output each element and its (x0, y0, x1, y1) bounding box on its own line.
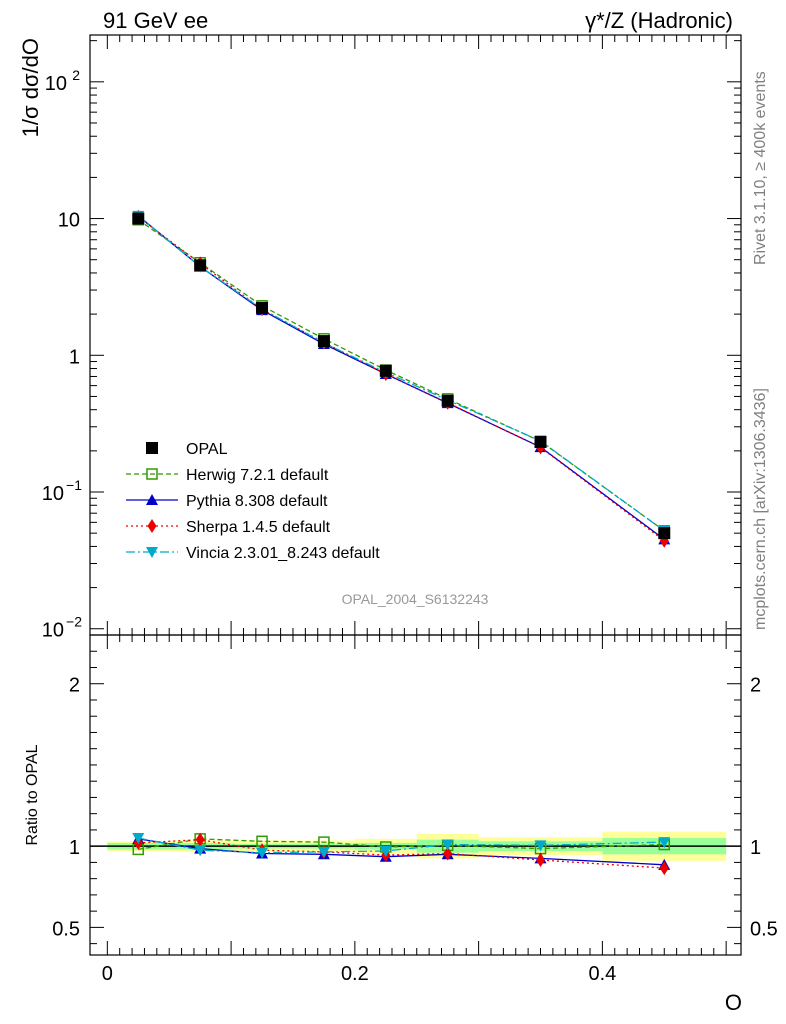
ratio-y-tick-label-right: 0.5 (750, 918, 778, 940)
legend-pythia-marker (146, 494, 158, 505)
pythia-ratio-line (138, 838, 665, 866)
legend-sherpa-label: Sherpa 1.4.5 default (186, 519, 331, 536)
y-tick-label: 10 (58, 210, 80, 232)
ratio-y-axis-label: Ratio to OPAL (24, 744, 41, 845)
legend: OPAL Herwig 7.2.1 default Pythia 8.308 def… (126, 441, 380, 562)
y-tick-label: 10 (42, 483, 64, 505)
data-main-point (256, 301, 269, 314)
data-main-point (534, 436, 547, 449)
energy-label: 91 GeV ee (103, 8, 208, 33)
sherpa-ratio-point (659, 861, 669, 876)
data-main-point (132, 212, 145, 225)
rivet-label: Rivet 3.1.10, ≥ 400k events (752, 71, 769, 265)
ratio-y-tick-label-right: 2 (750, 675, 761, 697)
legend-vincia-label: Vincia 2.3.01_8.243 default (186, 545, 380, 562)
vincia-ratio-point (256, 847, 269, 859)
ratio-series (132, 832, 671, 876)
ratio-panel: 0.5 0.5 1 1 2 2 Ratio to OPAL 0 0.2 0.4 O (24, 634, 778, 1015)
y-tick-label: 10 (45, 73, 67, 95)
legend-sherpa-marker (147, 519, 157, 533)
ratio-axis-ticks (90, 635, 741, 955)
y-tick-label: 10 (42, 620, 64, 642)
x-tick-label: 0 (102, 963, 113, 985)
mcplots-label: mcplots.cern.ch [arXiv:1306.3436] (752, 388, 769, 630)
ratio-y-tick-labels: 0.5 0.5 1 1 2 2 (52, 675, 778, 941)
data-main-point (317, 335, 330, 348)
ratio-y-tick-label-left: 2 (69, 675, 80, 697)
y-tick-exponent: −2 (66, 614, 82, 630)
data-main-point (658, 527, 671, 540)
y-tick-exponent: 2 (72, 67, 80, 83)
process-label: γ*/Z (Hadronic) (585, 8, 733, 33)
sherpa-ratio-point (195, 832, 205, 847)
x-tick-label: 0.2 (341, 963, 369, 985)
sherpa-ratio-point (536, 852, 546, 867)
main-y-axis-label: 1/σ dσ/dO (18, 38, 43, 137)
legend-data-label: OPAL (186, 441, 228, 458)
vincia-ratio-point (132, 833, 145, 845)
ratio-y-tick-label-right: 1 (750, 837, 761, 859)
ratio-y-tick-label-left: 1 (69, 837, 80, 859)
data-main-point (194, 259, 207, 272)
herwig-ratio-line (138, 838, 665, 851)
main-axis-ticks (90, 35, 741, 636)
ratio-y-tick-label-left: 0.5 (52, 918, 80, 940)
legend-herwig-marker (146, 468, 158, 480)
main-series (132, 209, 671, 548)
vincia-ratio-point (194, 845, 207, 857)
ratio-frame (89, 634, 742, 956)
x-tick-label: 0.4 (588, 963, 616, 985)
legend-pythia-label: Pythia 8.308 default (186, 493, 328, 510)
vincia-ratio-point (534, 840, 547, 852)
vincia-ratio-point (658, 837, 671, 849)
x-axis-label: O (725, 990, 742, 1015)
vincia-ratio-point (441, 839, 454, 851)
herwig-main-line (137, 219, 665, 532)
data-main-point (379, 364, 392, 377)
legend-vincia-marker (146, 547, 158, 558)
vincia-main-line (137, 215, 665, 532)
data-main-point (441, 394, 454, 407)
sherpa-ratio-point (443, 846, 453, 861)
y-tick-exponent: −1 (66, 477, 82, 493)
vincia-ratio-line (138, 837, 665, 854)
vincia-ratio-point (317, 846, 330, 858)
legend-herwig-label: Herwig 7.2.1 default (186, 467, 329, 484)
x-tick-labels: 0 0.2 0.4 (102, 963, 617, 985)
analysis-label: OPAL_2004_S6132243 (342, 591, 489, 607)
vincia-ratio-point (379, 846, 392, 858)
sherpa-main-line (137, 216, 665, 542)
y-tick-label: 1 (69, 346, 80, 368)
legend-data-marker (146, 442, 158, 454)
